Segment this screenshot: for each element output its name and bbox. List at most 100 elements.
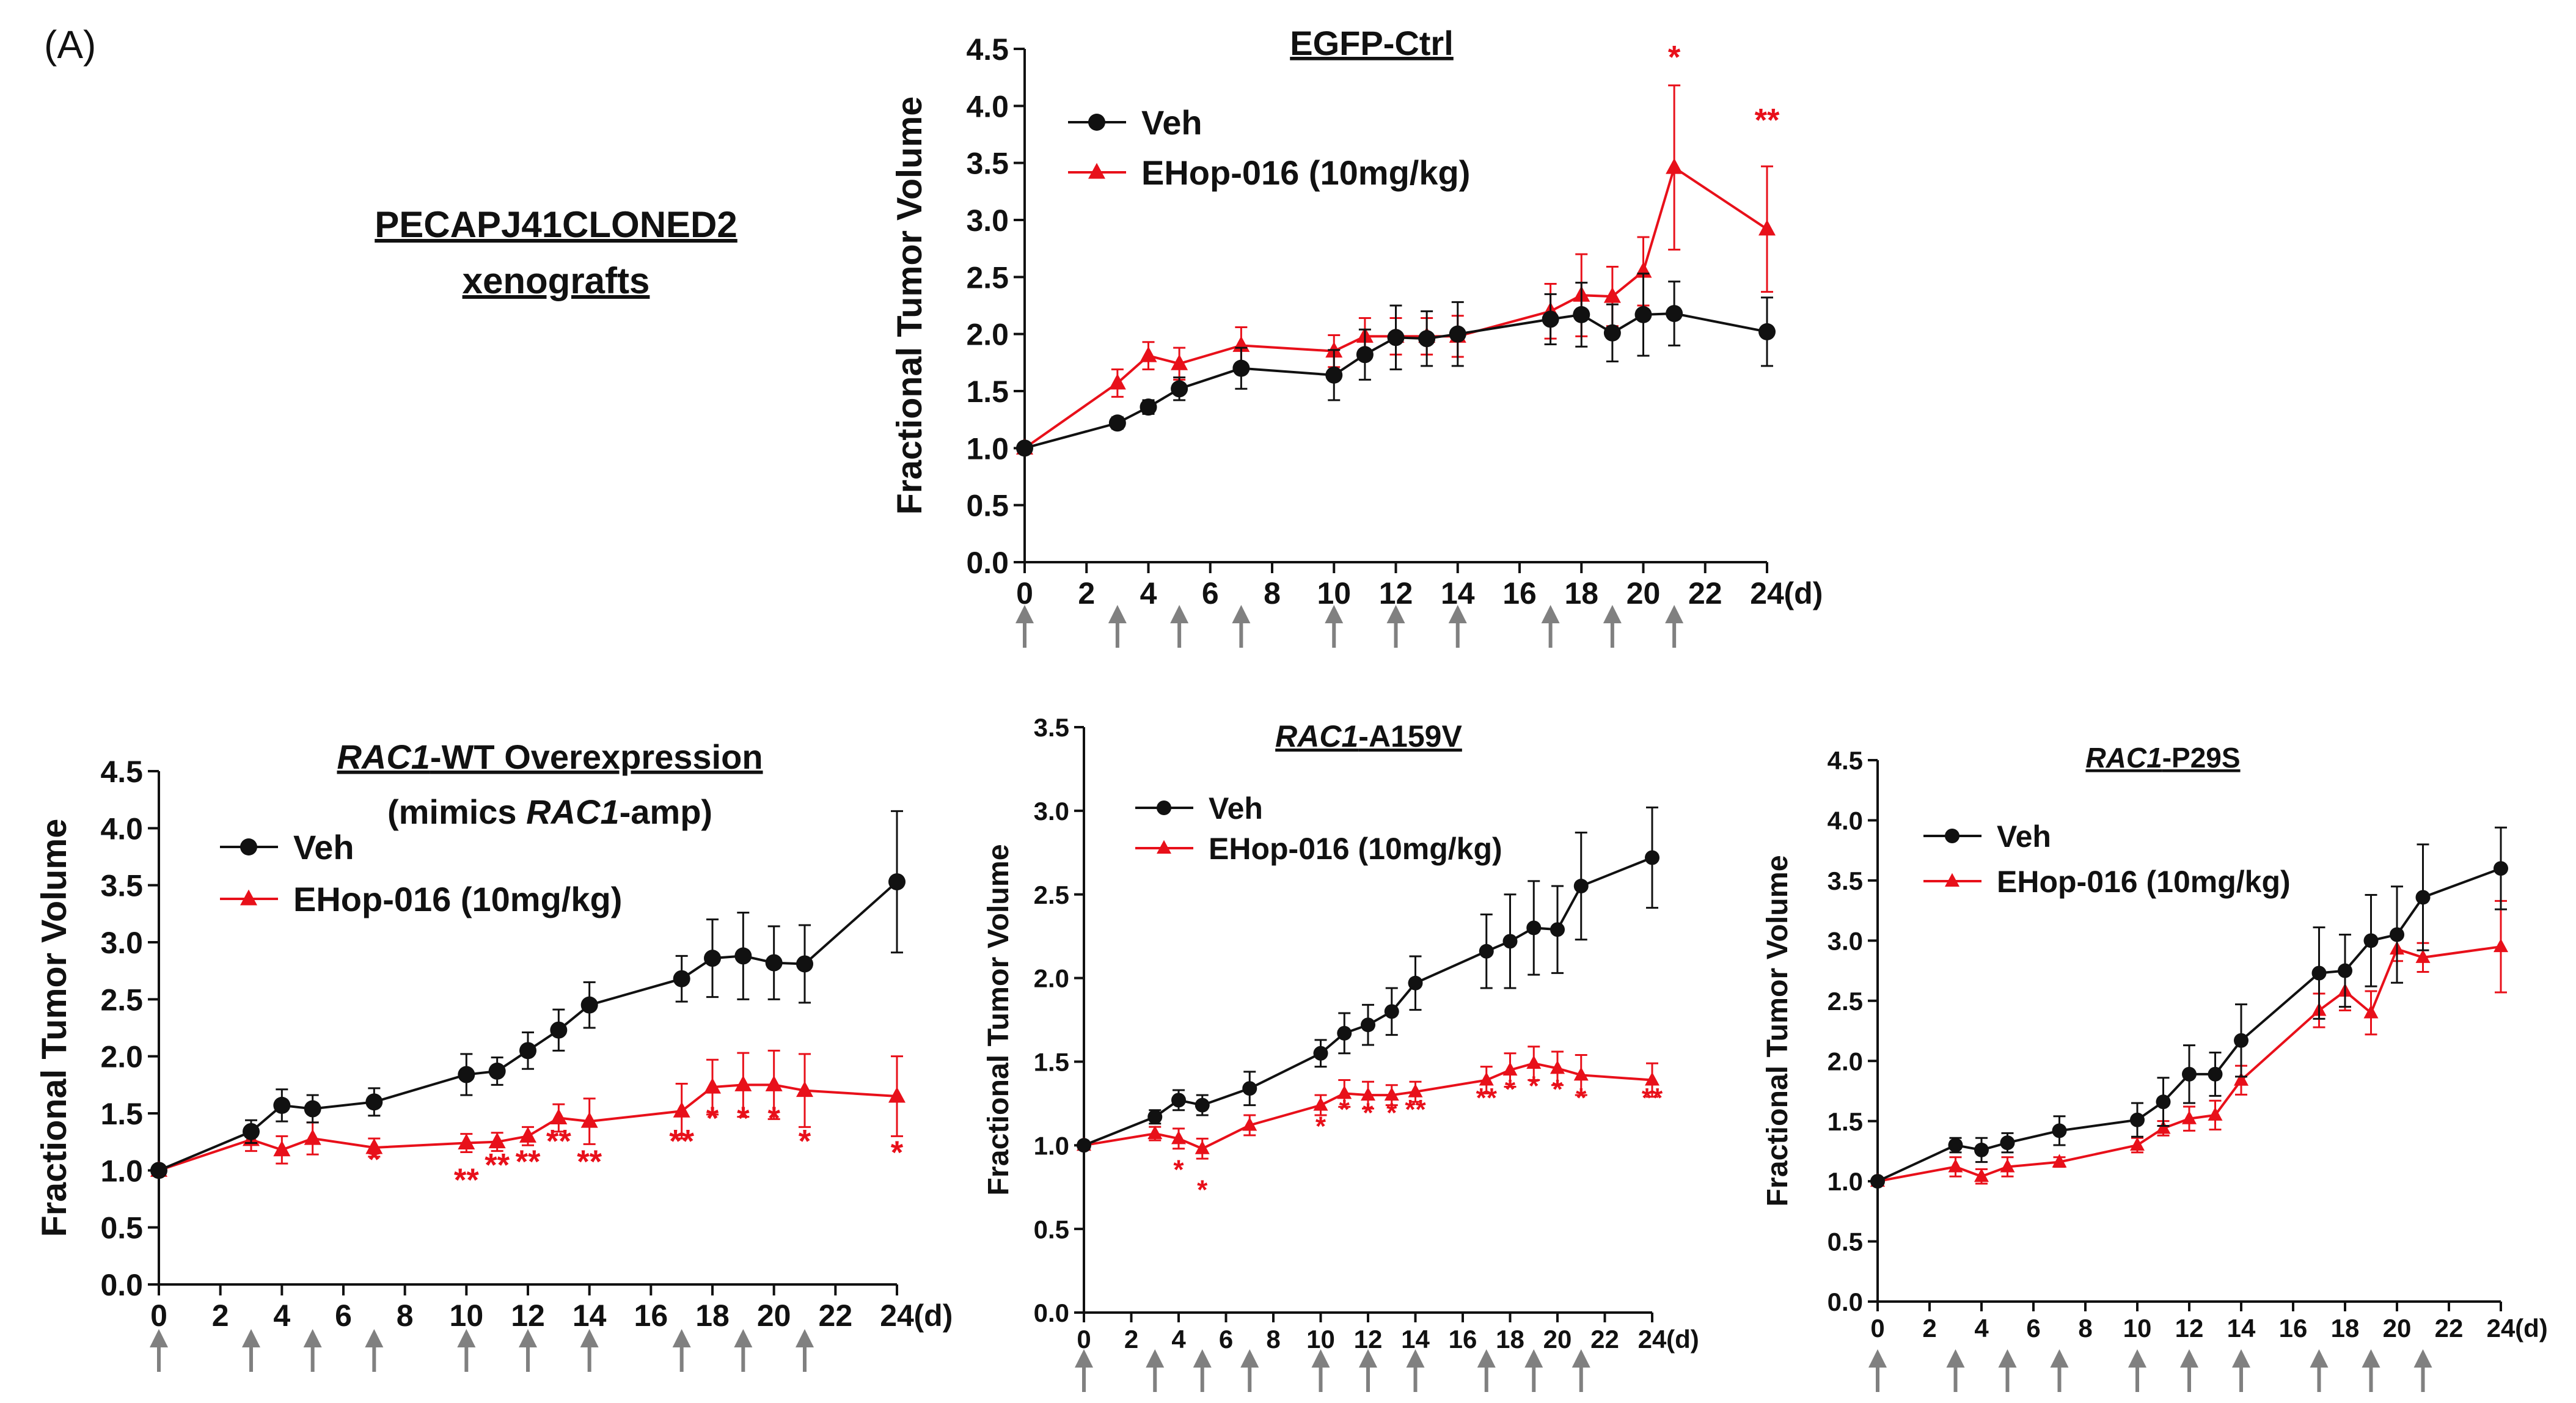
chart-title-rest: -A159V xyxy=(1358,719,1462,753)
dosing-arrow-head xyxy=(150,1329,168,1347)
dosing-arrow-head xyxy=(242,1329,260,1347)
dosing-arrow-head xyxy=(734,1329,753,1347)
dosing-arrow xyxy=(734,1329,753,1372)
y-tick-label: 1.5 xyxy=(966,375,1009,409)
data-point xyxy=(1147,1125,1163,1140)
x-tick-label: 22 xyxy=(2435,1314,2464,1343)
data-point xyxy=(550,1108,568,1124)
dosing-arrow xyxy=(2310,1349,2329,1392)
data-point xyxy=(765,1075,783,1091)
y-tick-label: 4.0 xyxy=(100,811,143,846)
x-tick-label: 6 xyxy=(1202,576,1219,610)
data-point xyxy=(2363,933,2379,948)
data-point xyxy=(1077,1138,1091,1153)
data-point xyxy=(243,1123,260,1140)
dosing-arrow-head xyxy=(1311,1349,1330,1368)
y-tick-label: 1.0 xyxy=(1828,1167,1863,1196)
dosing-arrow xyxy=(1325,605,1344,648)
series-veh xyxy=(1077,806,1659,1153)
dosing-arrow-head xyxy=(672,1329,691,1347)
legend-item-veh: Veh xyxy=(1923,819,2051,854)
y-axis-label: Fractional Tumor Volume xyxy=(35,819,74,1237)
y-tick-label: 2.5 xyxy=(966,260,1009,295)
dosing-arrow-head xyxy=(1946,1349,1965,1368)
heading-line-1: PECAPJ41CLONED2 xyxy=(375,204,737,245)
legend-item-ehop: EHop-016 (10mg/kg) xyxy=(1923,865,2291,899)
x-tick-label: 24 xyxy=(1750,576,1784,610)
data-point xyxy=(1384,1086,1399,1101)
chart-title-italic: RAC1 xyxy=(1275,719,1358,753)
significance-label: * xyxy=(368,1141,381,1178)
y-tick-label: 3.0 xyxy=(1034,797,1069,826)
x-tick-label: 14 xyxy=(2227,1314,2256,1343)
data-point xyxy=(1645,1072,1659,1086)
dosing-arrow-head xyxy=(1541,605,1560,623)
y-tick-label: 2.5 xyxy=(1034,881,1069,909)
dosing-arrow-head xyxy=(1998,1349,2017,1368)
x-tick-label: 2 xyxy=(1922,1314,1936,1343)
dosing-arrow xyxy=(1386,605,1405,648)
chart-subtitle: (mimics RAC1-amp) xyxy=(387,793,712,831)
data-point xyxy=(673,970,690,987)
significance-label: * xyxy=(1363,1098,1374,1128)
y-tick-label: 3.5 xyxy=(1828,866,1863,895)
dosing-arrow xyxy=(1108,605,1127,648)
dosing-arrow-head xyxy=(1193,1349,1212,1368)
dosing-arrow xyxy=(2413,1349,2432,1392)
data-point xyxy=(1232,359,1250,377)
data-point xyxy=(2363,1005,2379,1019)
legend-marker xyxy=(240,889,257,906)
x-tick-label: 8 xyxy=(2078,1314,2092,1343)
data-point xyxy=(1108,373,1126,390)
data-point xyxy=(458,1134,475,1150)
data-point xyxy=(1449,325,1466,343)
significance-label: * xyxy=(1197,1175,1208,1205)
x-axis-label: (d) xyxy=(914,1299,953,1333)
significance-label: ** xyxy=(1405,1094,1426,1124)
y-tick-label: 4.0 xyxy=(1828,807,1863,835)
chart-title-italic: RAC1 xyxy=(2085,742,2162,774)
dosing-arrow xyxy=(2362,1349,2380,1392)
x-tick-label: 6 xyxy=(1219,1325,1233,1354)
y-tick-label: 1.5 xyxy=(100,1097,143,1131)
dosing-arrow-head xyxy=(1146,1349,1165,1368)
significance-label: * xyxy=(799,1123,811,1159)
dosing-arrow xyxy=(580,1329,599,1372)
data-point xyxy=(519,1126,536,1143)
x-tick-label: 8 xyxy=(1264,576,1281,610)
dosing-arrow xyxy=(457,1329,476,1372)
y-tick-label: 3.0 xyxy=(966,203,1009,238)
data-point xyxy=(1140,346,1157,362)
x-tick-label: 20 xyxy=(2383,1314,2412,1343)
data-point xyxy=(2130,1112,2145,1127)
series-line xyxy=(1024,312,1768,450)
data-point xyxy=(488,1062,506,1080)
data-point xyxy=(1408,975,1423,991)
legend-label: Veh xyxy=(1141,103,1202,142)
legend: Veh EHop-016 (10mg/kg) xyxy=(220,828,622,918)
dosing-arrow-head xyxy=(1108,605,1127,623)
dosing-arrow xyxy=(1311,1349,1330,1392)
y-axis-label: Fractional Tumor Volume xyxy=(890,97,929,515)
data-point xyxy=(1634,306,1652,323)
x-tick-label: 6 xyxy=(335,1299,352,1333)
chart-title: RAC1-P29S xyxy=(2085,742,2240,774)
data-point xyxy=(2234,1033,2249,1048)
x-tick-label: 0 xyxy=(1077,1325,1091,1354)
data-point xyxy=(2052,1123,2067,1138)
legend-marker xyxy=(1945,873,1959,887)
dosing-arrow-head xyxy=(2232,1349,2250,1368)
data-point xyxy=(1479,943,1494,959)
data-point xyxy=(2156,1120,2171,1134)
dosing-arrow-head xyxy=(1477,1349,1496,1368)
x-tick-label: 6 xyxy=(2026,1314,2040,1343)
data-point xyxy=(1313,1097,1328,1111)
x-tick-label: 12 xyxy=(2175,1314,2204,1343)
y-tick-label: 1.0 xyxy=(100,1154,143,1188)
significance-label: * xyxy=(1386,1098,1397,1128)
data-point xyxy=(580,1112,598,1128)
data-point xyxy=(2052,1154,2067,1168)
y-tick-label: 3.5 xyxy=(100,869,143,903)
data-point xyxy=(1573,1067,1589,1081)
legend-label: Veh xyxy=(1209,791,1263,826)
